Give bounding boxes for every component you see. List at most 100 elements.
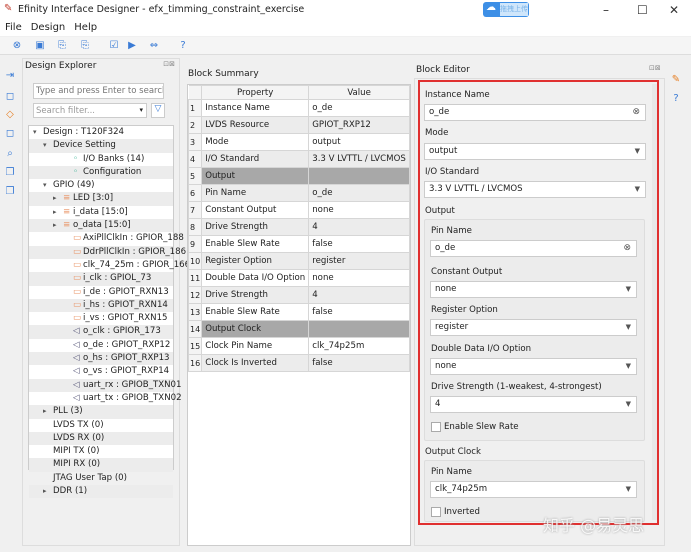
create-block-icon[interactable]: ◻ [5, 91, 15, 102]
mode-select[interactable]: output ▼ [424, 143, 646, 160]
tree-item[interactable]: ◁ o_vs : GPIOT_RXP14 [29, 365, 173, 378]
tree-item[interactable]: ◁ o_clk : GPIOR_173 [29, 325, 173, 339]
collapse-arrow-icon[interactable]: ▸ [53, 194, 57, 203]
tree-item[interactable]: ▭ DdrPllClkIn : GPIOR_186 [29, 245, 186, 259]
table-row[interactable]: 11 Double Data I/O Option none [187, 269, 410, 287]
filter-icon[interactable]: ▽ [151, 103, 165, 118]
minimize-button[interactable]: – [603, 3, 609, 17]
tree-item[interactable]: LVDS TX (0) [29, 419, 173, 432]
table-row[interactable]: 3 Mode output [187, 133, 410, 151]
constant-output-select[interactable]: none ▼ [430, 281, 637, 298]
register-option-select[interactable]: register ▼ [430, 319, 637, 336]
inverted-checkbox[interactable] [431, 507, 441, 517]
drive-strength-select[interactable]: 4 ▼ [430, 396, 637, 413]
save-icon[interactable]: ▣ [35, 40, 45, 51]
io-standard-select[interactable]: 3.3 V LVTTL / LVCMOS ▼ [424, 181, 646, 198]
pin-name-label: Pin Name [431, 226, 472, 236]
generate-icon[interactable]: ▶ [128, 40, 136, 51]
close-design-icon[interactable]: ⊗ [12, 40, 22, 51]
table-row[interactable]: 10 Register Option register [187, 252, 410, 270]
collapse-arrow-icon[interactable]: ▸ [43, 487, 47, 496]
help-icon[interactable]: ? [180, 40, 186, 51]
table-row[interactable]: 7 Constant Output none [187, 201, 410, 219]
table-row[interactable]: 6 Pin Name o_de [187, 184, 410, 202]
search-icon[interactable]: ⌕ [7, 148, 13, 159]
row-number: 16 [187, 354, 203, 372]
search-filter-select[interactable]: Search filter... ▾ [33, 103, 147, 118]
table-row[interactable]: 2 LVDS Resource GPIOT_RXP12 [187, 116, 410, 134]
tree-item[interactable]: MIPI TX (0) [29, 445, 173, 458]
tree-item[interactable]: ▸ ≡ o_data [15:0] [29, 219, 173, 233]
menu-design[interactable]: Design [30, 22, 66, 33]
ddio-select[interactable]: none ▼ [430, 358, 637, 375]
table-row[interactable]: 12 Drive Strength 4 [187, 286, 410, 304]
maximize-button[interactable]: ☐ [637, 3, 648, 17]
upload-widget[interactable]: ☁ 拖拽上传 [483, 2, 529, 17]
instance-name-input[interactable]: o_de ⊗ [424, 104, 646, 121]
copy-icon[interactable]: ❐ [5, 167, 15, 178]
table-row[interactable]: 9 Enable Slew Rate false [187, 235, 410, 253]
paste-icon[interactable]: ❐ [5, 186, 15, 197]
tree-item[interactable]: ◁ uart_rx : GPIOB_TXN01 [29, 378, 182, 392]
help-icon[interactable]: ? [673, 93, 679, 104]
table-row[interactable]: 13 Enable Slew Rate false [187, 303, 410, 321]
tree-item[interactable]: ◁ o_hs : GPIOT_RXP13 [29, 352, 173, 366]
report-icon[interactable]: ⇔ [149, 40, 159, 51]
tree-item[interactable]: ▸ ≡ i_data [15:0] [29, 206, 173, 219]
collapse-arrow-icon[interactable]: ▸ [53, 221, 57, 230]
table-row[interactable]: 14 Output Clock [187, 320, 410, 338]
panel-float-close-icon[interactable]: ⊡⊠ [649, 64, 661, 72]
table-row[interactable]: 1 Instance Name o_de [187, 99, 410, 117]
panel-float-close-icon[interactable]: ⊡⊠ [163, 60, 175, 68]
tree-item[interactable]: ▭ clk_74_25m : GPIOR_166 [29, 259, 190, 272]
tree-item[interactable]: ▾ GPIO (49) [29, 179, 173, 192]
tree-item[interactable]: ◁ uart_tx : GPIOB_TXN02 [29, 392, 182, 405]
tree-item[interactable]: ◦ Configuration [29, 165, 173, 180]
table-row[interactable]: 16 Clock Is Inverted false [187, 354, 410, 372]
enable-slew-rate-checkbox[interactable] [431, 422, 441, 432]
table-row[interactable]: 5 Output [187, 167, 410, 185]
tree-item[interactable]: JTAG User Tap (0) [29, 472, 173, 485]
tree-item[interactable]: ▭ i_de : GPIOT_RXN13 [29, 286, 173, 299]
tree-item[interactable]: LVDS RX (0) [29, 431, 173, 446]
tree-item[interactable]: ▸ PLL (3) [29, 405, 173, 419]
import-icon[interactable]: ⎘ [81, 40, 89, 51]
clear-icon[interactable]: ⊗ [632, 107, 640, 117]
add-pin-icon[interactable]: ◇ [6, 109, 14, 120]
collapse-arrow-icon[interactable]: ▸ [43, 407, 47, 416]
check-icon[interactable]: ☑ [109, 40, 119, 51]
collapse-arrow-icon[interactable]: ▸ [53, 207, 57, 216]
editor-scrollbar[interactable] [652, 84, 657, 520]
clear-icon[interactable]: ⊗ [623, 243, 631, 253]
table-row[interactable]: 8 Drive Strength 4 [187, 218, 410, 236]
tree-item[interactable]: ◦ I/O Banks (14) [29, 153, 173, 166]
tree-item[interactable]: ▭ AxiPllClkIn : GPIOR_188 [29, 232, 184, 245]
edit-block-icon[interactable]: ✎ [671, 74, 681, 85]
tree-item[interactable]: ▭ i_clk : GPIOL_73 [29, 272, 173, 286]
search-input[interactable] [33, 83, 164, 99]
menu-file[interactable]: File [5, 22, 22, 33]
expand-arrow-icon[interactable]: ▾ [43, 141, 47, 150]
export-icon[interactable]: ⎘ [58, 40, 66, 51]
pin-name-input[interactable]: o_de ⊗ [430, 240, 637, 257]
tree-item[interactable]: ▾ Device Setting [29, 139, 173, 153]
property-cell: Register Option [201, 252, 310, 270]
tree-item[interactable]: ▭ i_hs : GPIOT_RXN14 [29, 298, 173, 313]
tree-item[interactable]: ▭ i_vs : GPIOT_RXN15 [29, 312, 173, 325]
menu-help[interactable]: Help [74, 22, 98, 33]
exit-icon[interactable]: ⇥ [5, 70, 15, 81]
clock-pin-name-select[interactable]: clk_74p25m ▼ [430, 481, 637, 498]
tree-item[interactable]: ▸ DDR (1) [29, 485, 173, 499]
delete-block-icon[interactable]: ◻ [5, 128, 15, 139]
table-row[interactable]: 4 I/O Standard 3.3 V LVTTL / LVCMOS [187, 150, 410, 168]
close-button[interactable]: ✕ [669, 3, 680, 17]
tree-item[interactable]: MIPI RX (0) [29, 458, 173, 472]
expand-arrow-icon[interactable]: ▾ [43, 181, 47, 190]
tree-item[interactable]: ◁ o_de : GPIOT_RXP12 [29, 339, 173, 352]
tree-item[interactable]: ▾ Design : T120F324 [29, 126, 173, 139]
tree-item[interactable]: ▸ ≡ LED [3:0] [29, 192, 173, 206]
table-row[interactable]: 15 Clock Pin Name clk_74p25m [187, 337, 410, 355]
io-standard-label: I/O Standard [425, 167, 480, 177]
expand-arrow-icon[interactable]: ▾ [33, 128, 37, 136]
row-number: 7 [187, 201, 203, 219]
